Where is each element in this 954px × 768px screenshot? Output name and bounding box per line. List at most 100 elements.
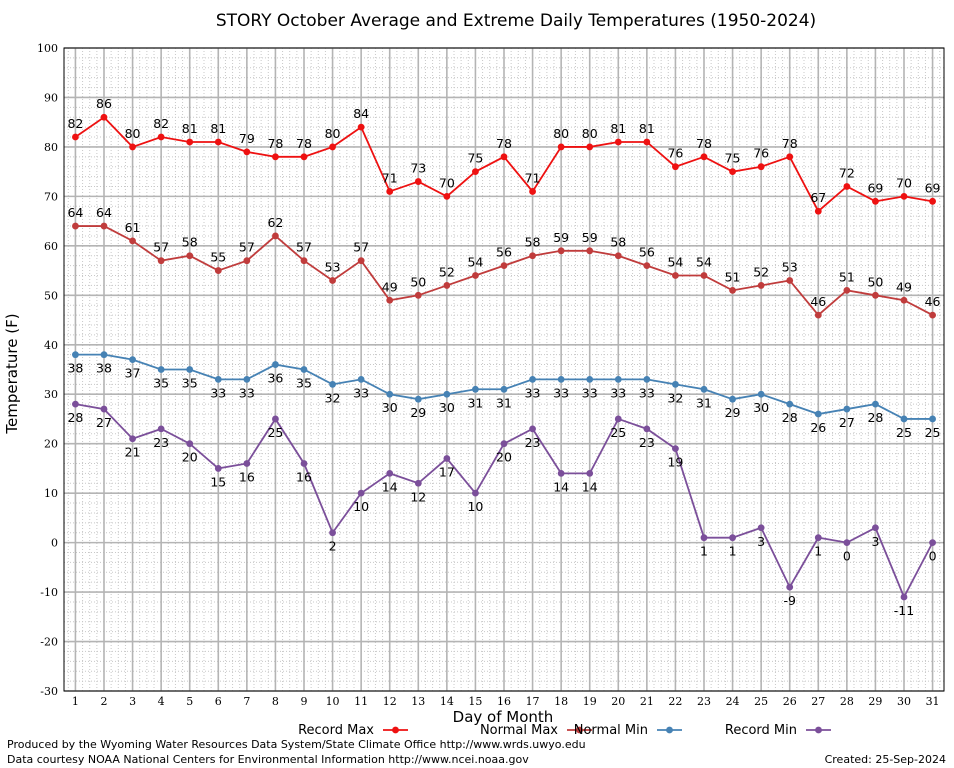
legend: Record Max Normal Max Normal Min Record Min: [298, 723, 831, 738]
record-max-point: [72, 133, 79, 141]
normal-max-data-label: 59: [553, 230, 569, 245]
record-min-data-label: 20: [182, 450, 198, 465]
x-tick-label: 31: [926, 695, 940, 708]
record-max-data-label: 78: [496, 136, 512, 151]
normal-max-data-label: 46: [810, 294, 826, 309]
record-max-data-label: 79: [239, 131, 255, 146]
normal-min-data-label: 35: [182, 376, 198, 391]
normal-max-data-label: 52: [753, 264, 769, 279]
normal-min-point: [357, 375, 365, 383]
normal-min-point: [329, 380, 336, 388]
legend-marker-normal-max: [576, 726, 583, 734]
record-min-data-label: 15: [210, 474, 226, 489]
record-max-data-label: 80: [582, 126, 598, 141]
record-min-data-label: 2: [329, 539, 337, 554]
x-tick-label: 27: [811, 695, 825, 708]
record-max-point: [929, 197, 936, 205]
record-min-point: [500, 440, 508, 448]
record-max-point: [243, 148, 251, 156]
record-min-data-label: 23: [525, 435, 541, 450]
record-min-data-label: 14: [382, 479, 398, 494]
normal-max-point: [386, 296, 394, 304]
y-tick-label: -20: [40, 636, 58, 649]
normal-max-point: [729, 286, 736, 294]
record-max-data-label: 81: [210, 121, 226, 136]
normal-max-point: [529, 252, 536, 260]
legend-label-record-min: Record Min: [725, 723, 797, 738]
record-min-data-label: 19: [667, 455, 683, 470]
record-min-data-label: 14: [582, 479, 598, 494]
record-max-point: [100, 113, 108, 121]
record-min-point: [929, 539, 936, 547]
record-max-point: [700, 153, 708, 161]
normal-max-data-label: 58: [525, 235, 541, 250]
normal-max-data-label: 58: [610, 235, 626, 250]
record-max-point: [186, 138, 194, 146]
legend-label-record-max: Record Max: [298, 723, 374, 738]
record-max-data-label: 73: [410, 161, 426, 176]
record-max-data-label: 82: [153, 116, 169, 131]
x-tick-label: 6: [215, 695, 222, 708]
record-max-point: [614, 138, 622, 146]
legend-marker-normal-min: [666, 726, 673, 734]
record-max-point: [557, 143, 565, 151]
normal-min-point: [872, 400, 879, 408]
record-min-point: [586, 469, 594, 477]
normal-min-point: [614, 375, 622, 383]
plot-frame: [63, 47, 945, 692]
normal-min-data-label: 31: [496, 395, 512, 410]
normal-min-data-label: 27: [839, 415, 855, 430]
record-max-point: [900, 192, 908, 200]
normal-max-data-label: 46: [925, 294, 941, 309]
normal-max-data-label: 52: [439, 264, 455, 279]
x-tick-label: 13: [411, 695, 425, 708]
record-min-data-label: 10: [353, 499, 369, 514]
record-max-point: [757, 163, 765, 171]
x-tick-label: 10: [326, 695, 340, 708]
normal-min-data-label: 31: [696, 395, 712, 410]
normal-min-point: [929, 415, 936, 423]
x-tick-label: 22: [668, 695, 682, 708]
record-max-point: [129, 143, 136, 151]
record-min-data-label: 25: [267, 425, 283, 440]
normal-min-point: [643, 375, 651, 383]
record-min-data-label: 28: [67, 410, 83, 425]
normal-min-data-label: 25: [896, 425, 912, 440]
record-min-point: [814, 534, 822, 542]
record-max-data-label: 75: [725, 151, 741, 166]
record-max-point: [729, 168, 736, 176]
x-tick-label: 30: [897, 695, 911, 708]
normal-min-point: [386, 390, 394, 398]
record-max-data-label: 78: [696, 136, 712, 151]
normal-max-point: [786, 277, 794, 284]
footer-created: Created: 25-Sep-2024: [824, 753, 946, 766]
record-min-data-label: 12: [410, 489, 426, 504]
normal-min-data-label: 26: [810, 420, 826, 435]
legend-label-normal-max: Normal Max: [480, 723, 558, 738]
x-tick-label: 24: [726, 695, 740, 708]
record-min-point: [614, 415, 622, 423]
x-tick-label: 28: [840, 695, 854, 708]
normal-min-data-label: 35: [296, 376, 312, 391]
record-min-data-label: 0: [929, 549, 937, 564]
normal-max-data-label: 51: [839, 269, 855, 284]
record-min-point: [386, 469, 394, 477]
normal-min-point: [814, 410, 822, 418]
normal-min-point: [843, 405, 851, 413]
x-tick-label: 11: [354, 695, 368, 708]
record-max-data-label: 80: [325, 126, 341, 141]
record-min-point: [129, 435, 136, 443]
normal-max-data-label: 56: [639, 245, 655, 260]
grid: [64, 47, 944, 692]
x-tick-label: 3: [129, 695, 136, 708]
normal-min-data-label: 32: [667, 390, 683, 405]
record-max-point: [386, 188, 394, 195]
x-tick-label: 20: [611, 695, 625, 708]
normal-max-data-label: 55: [210, 250, 226, 265]
record-min-data-label: 16: [296, 469, 312, 484]
normal-max-point: [157, 257, 165, 265]
record-max-data-label: 78: [782, 136, 798, 151]
normal-min-data-label: 29: [725, 405, 741, 420]
record-min-data-label: 23: [153, 435, 169, 450]
